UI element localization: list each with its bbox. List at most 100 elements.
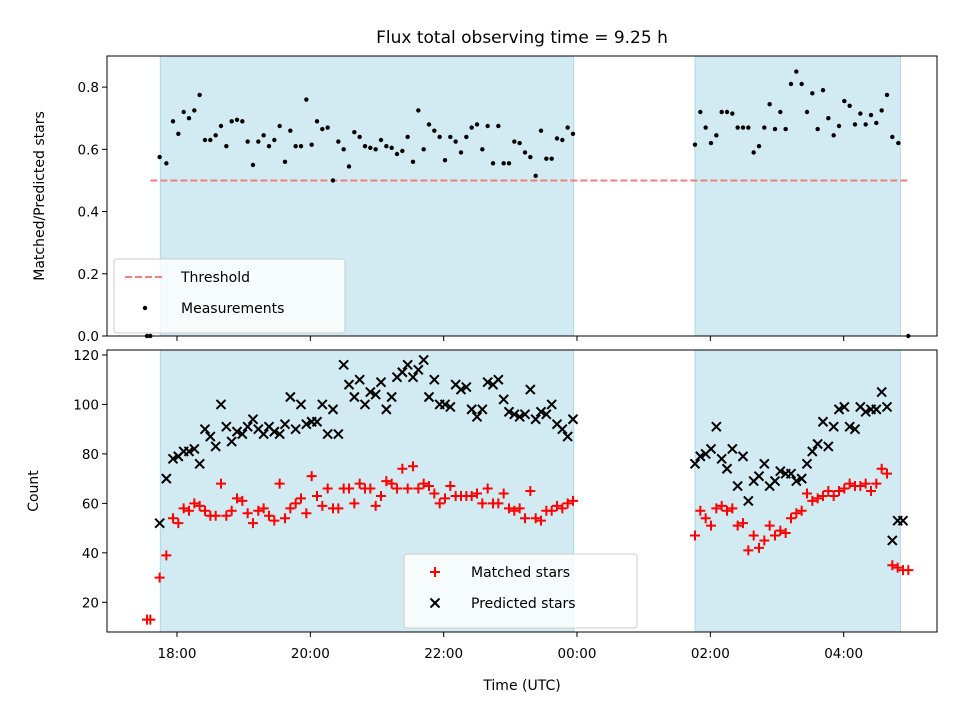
bottom-axes-frame	[106, 349, 938, 633]
matched-point	[828, 490, 839, 501]
predicted-point	[183, 446, 195, 457]
measurement-point	[522, 150, 528, 155]
predicted-point	[365, 386, 376, 398]
matched-point	[381, 476, 392, 487]
measurement-point	[293, 144, 298, 149]
measurement-point	[703, 125, 708, 130]
measurement-point	[554, 136, 560, 141]
measurement-point	[341, 147, 346, 152]
matched-point	[546, 505, 557, 516]
bottom-y-tick-label: 20	[82, 595, 99, 611]
matched-point	[269, 515, 280, 526]
x-tick-label: 22:00	[424, 646, 463, 662]
predicted-point	[359, 399, 371, 410]
predicted-point	[370, 389, 381, 400]
predicted-point	[732, 480, 743, 492]
measurement-point	[788, 81, 794, 87]
measurement-point	[496, 123, 501, 129]
top-legend-label: Measurements	[181, 301, 284, 317]
measurement-point	[282, 159, 288, 164]
predicted-point	[285, 391, 296, 403]
predicted-point	[769, 475, 781, 487]
matched-point	[397, 463, 408, 474]
top-legend: Threshold Measurements	[113, 258, 346, 334]
matched-point	[812, 493, 823, 504]
matched-point	[514, 503, 525, 514]
predicted-point	[737, 451, 749, 462]
matched-point	[855, 481, 866, 492]
matched-point	[226, 505, 237, 516]
measurement-point	[469, 125, 474, 130]
matched-point	[882, 468, 892, 479]
bottom-x-axis-ticks: 18:00 20:00 22:00 00:00 02:00 04:00	[158, 632, 863, 662]
matched-point	[818, 490, 828, 501]
matched-point	[716, 500, 727, 511]
measurement-point	[783, 126, 788, 132]
predicted-point	[295, 399, 307, 410]
measurement-point	[192, 108, 197, 113]
measurement-point	[384, 144, 389, 149]
matched-point	[210, 510, 221, 521]
measurement-point	[501, 161, 506, 166]
predicted-point	[221, 421, 232, 432]
measurement-point	[692, 142, 698, 147]
measurement-point	[512, 139, 517, 144]
matched-point	[445, 481, 456, 492]
matched-point	[258, 503, 269, 514]
measurement-point	[868, 112, 874, 118]
predicted-point	[194, 458, 205, 469]
measurement-point	[890, 134, 895, 140]
measurement-point	[560, 137, 565, 143]
predicted-point	[215, 399, 227, 410]
predicted-point	[423, 391, 435, 403]
predicted-point	[753, 470, 765, 482]
predicted-point	[226, 436, 237, 447]
matched-point	[290, 498, 301, 509]
predicted-point	[796, 473, 807, 484]
predicted-point	[887, 535, 898, 546]
matched-point	[376, 490, 386, 501]
measurement-point	[714, 133, 719, 138]
measurement-point	[842, 98, 847, 104]
bottom-legend-swatch	[430, 567, 440, 577]
measurement-point	[170, 119, 176, 124]
matched-point	[504, 503, 514, 514]
predicted-point	[199, 423, 211, 435]
measurement-point	[490, 161, 496, 166]
matched-point	[232, 493, 242, 504]
matched-point	[317, 500, 328, 511]
measurement-point	[357, 134, 362, 140]
matched-point	[844, 478, 855, 489]
measurement-point	[772, 126, 778, 132]
measurement-point	[437, 134, 442, 140]
measurement-point	[896, 140, 901, 146]
measurement-point	[453, 139, 458, 144]
predicted-point	[477, 404, 488, 415]
bottom-y-axis-ticks: 20 40 60 80 100 120	[73, 348, 107, 611]
predicted-point	[167, 453, 179, 465]
matched-point	[786, 513, 796, 524]
matched-point	[370, 500, 381, 511]
matched-point	[354, 478, 365, 489]
predicted-point	[817, 416, 829, 427]
matched-point	[306, 471, 317, 482]
predicted-point	[876, 386, 887, 398]
predicted-point	[338, 359, 349, 371]
measurement-point	[394, 151, 400, 157]
predicted-point	[498, 394, 509, 405]
matched-point	[876, 463, 887, 474]
measurement-point	[181, 109, 186, 115]
predicted-point	[274, 428, 285, 440]
predicted-point	[785, 468, 797, 479]
predicted-point	[402, 359, 413, 371]
predicted-point	[546, 399, 557, 410]
predicted-point	[530, 414, 541, 425]
matched-point	[365, 483, 376, 494]
measurement-point	[847, 103, 852, 108]
top-y-axis-ticks: 0.0 0.2 0.4 0.6 0.8	[78, 80, 107, 345]
matched-point	[493, 498, 504, 509]
matched-point	[386, 478, 397, 489]
bottom-panel: 20 40 60 80 100 120 18:00 20:00 22:00 00:00 02:00…	[26, 348, 938, 694]
measurement-point	[863, 122, 868, 127]
